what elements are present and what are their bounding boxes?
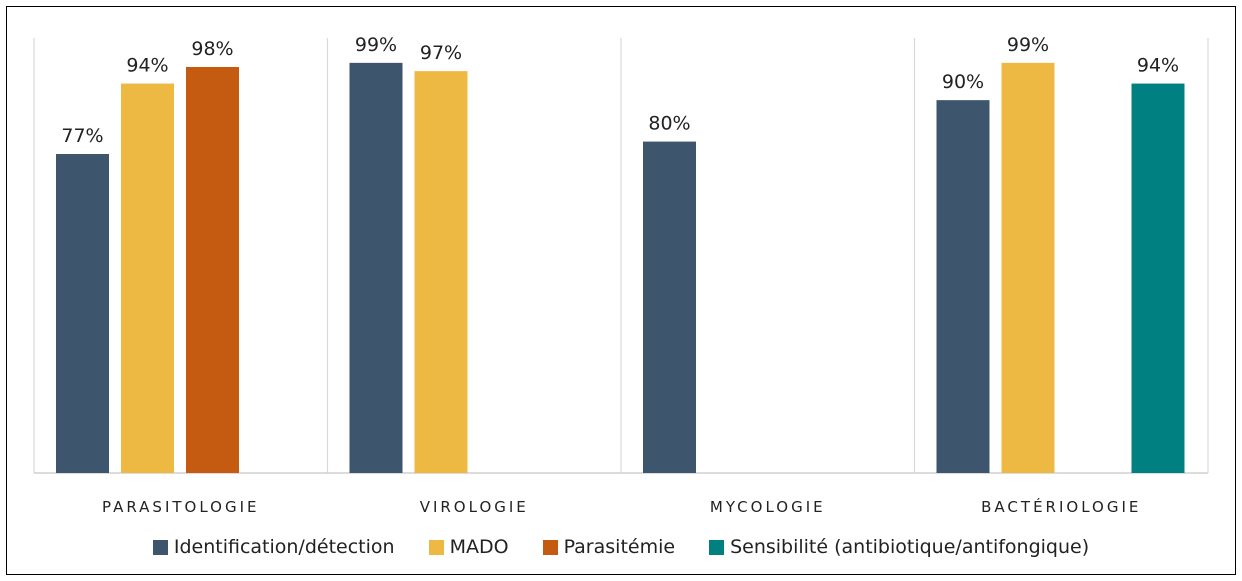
legend-item-sensibilite: Sensibilité (antibiotique/antifongique) [709, 536, 1089, 558]
bar-value-label: 99% [1007, 34, 1049, 56]
legend-label: Identification/détection [173, 536, 395, 558]
category-separators [33, 38, 1209, 473]
bar [349, 62, 403, 473]
bar-value-label: 80% [648, 113, 690, 135]
legend-swatch [152, 539, 168, 555]
data-labels: 77% 94% 98% 99% 97% 80% 90% 99% 94% [61, 34, 1179, 147]
bar [56, 154, 109, 473]
category-label: BACTÉRIOLOGIE [981, 497, 1141, 516]
bar [936, 100, 990, 474]
legend-swatch [709, 539, 725, 555]
bar-value-label: 94% [1137, 55, 1179, 77]
legend-item-mado: MADO [428, 536, 509, 558]
bar [643, 141, 696, 474]
bar-value-label: 99% [355, 34, 397, 56]
legend-item-parasitemie: Parasitémie [542, 536, 676, 558]
legend-label: Parasitémie [563, 536, 676, 558]
category-label: MYCOLOGIE [710, 498, 826, 516]
legend: Identification/détection MADO Parasitémi… [0, 536, 1242, 558]
bar [414, 71, 468, 474]
legend-item-identification: Identification/détection [152, 536, 395, 558]
bar [121, 83, 174, 474]
legend-label: MADO [449, 536, 509, 558]
legend-label: Sensibilité (antibiotique/antifongique) [730, 536, 1090, 558]
bar [186, 67, 239, 473]
category-label: VIROLOGIE [420, 498, 529, 516]
category-labels: PARASITOLOGIE VIROLOGIE MYCOLOGIE BACTÉRIOL… [102, 497, 1141, 516]
bar-value-label: 94% [126, 55, 168, 77]
bar-value-label: 98% [191, 38, 233, 60]
bar [1001, 62, 1055, 473]
category-label: PARASITOLOGIE [102, 498, 260, 516]
legend-swatch [542, 539, 558, 555]
bar-value-label: 90% [942, 71, 984, 93]
legend-swatch [428, 539, 444, 555]
bar-value-label: 77% [61, 125, 103, 147]
bars [56, 62, 1185, 474]
bar-value-label: 97% [420, 42, 462, 64]
bar [1131, 83, 1185, 474]
